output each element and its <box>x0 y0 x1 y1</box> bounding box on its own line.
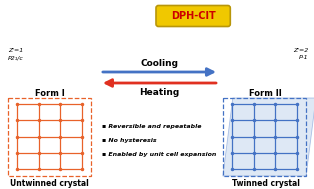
Text: P-1: P-1 <box>298 55 308 60</box>
Text: ▪ Enabled by unit cell expansion: ▪ Enabled by unit cell expansion <box>102 152 216 157</box>
Polygon shape <box>223 98 314 176</box>
Text: Form II: Form II <box>249 88 282 98</box>
Bar <box>8 98 91 176</box>
Text: Untwinned crystal: Untwinned crystal <box>10 178 89 187</box>
Polygon shape <box>277 98 287 176</box>
Text: ▪ Reversible and repeatable: ▪ Reversible and repeatable <box>102 124 202 129</box>
Text: Twinned crystal: Twinned crystal <box>231 178 299 187</box>
Text: ▪ No hysteresis: ▪ No hysteresis <box>102 138 157 143</box>
Text: Heating: Heating <box>139 88 180 97</box>
Text: Form I: Form I <box>35 88 64 98</box>
Text: Cooling: Cooling <box>140 59 178 68</box>
Text: P2₁/c: P2₁/c <box>8 55 24 60</box>
Bar <box>223 98 306 176</box>
Text: Z'=1: Z'=1 <box>8 48 23 53</box>
FancyBboxPatch shape <box>156 5 230 26</box>
Text: DPH-CIT: DPH-CIT <box>171 11 215 21</box>
Polygon shape <box>252 98 262 176</box>
Text: Z'=2: Z'=2 <box>293 48 308 53</box>
